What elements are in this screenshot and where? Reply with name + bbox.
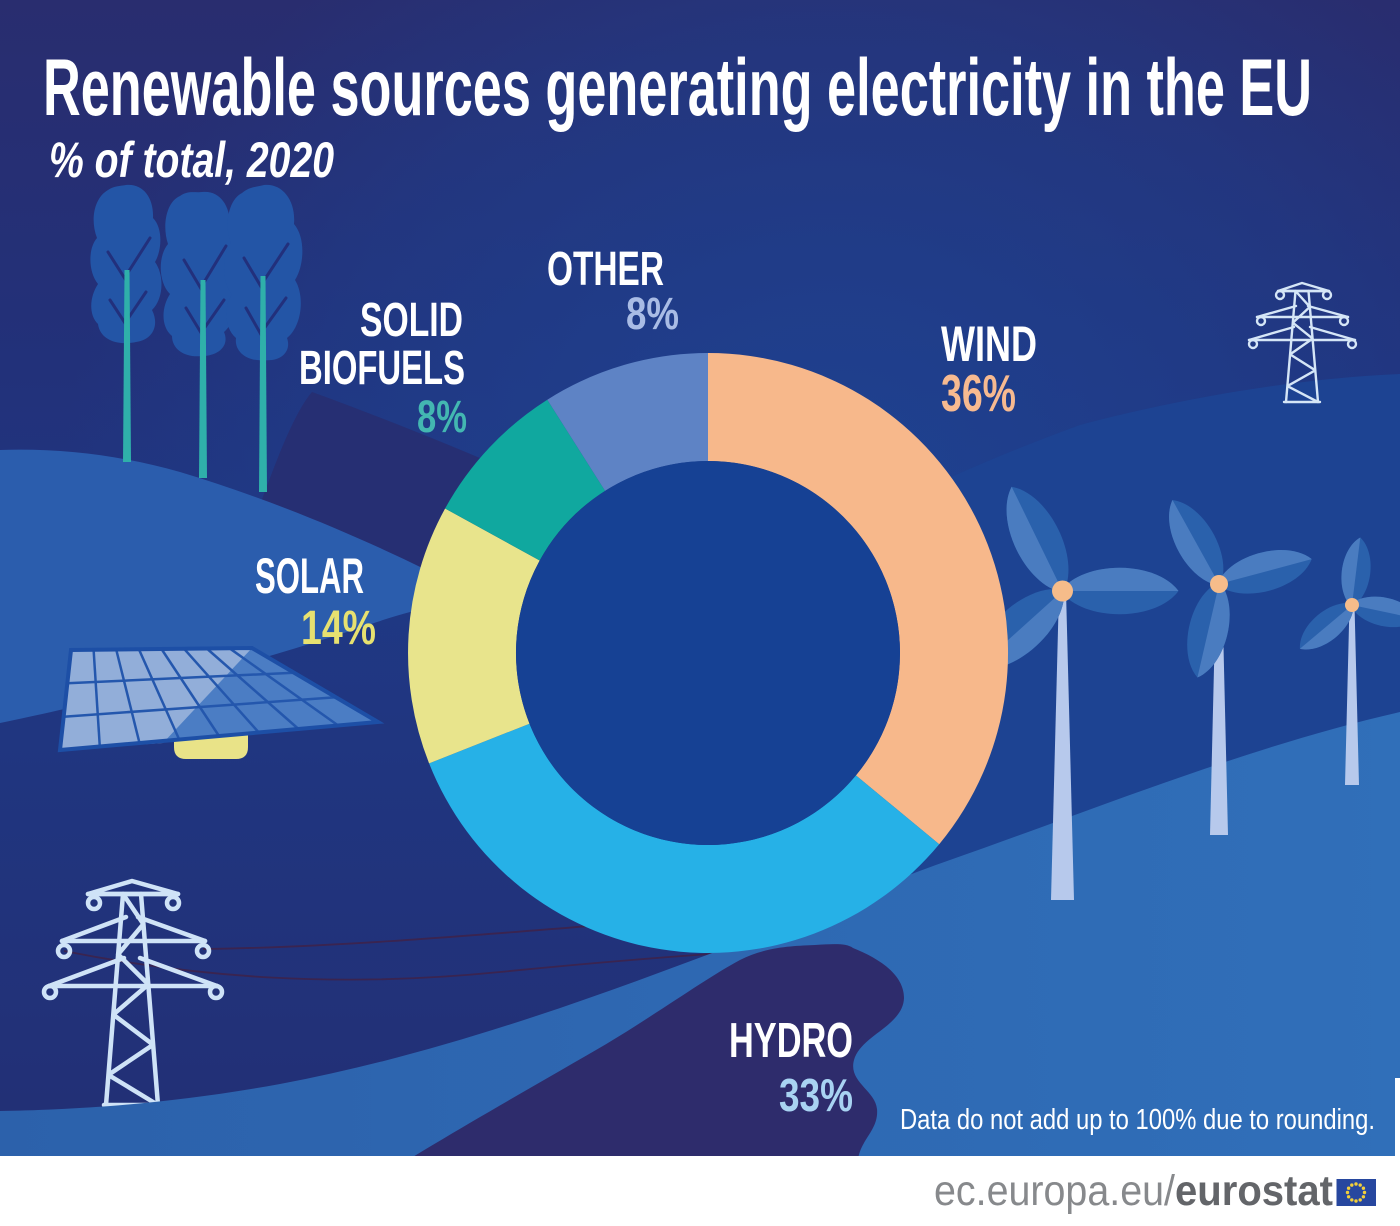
svg-text:HYDRO: HYDRO <box>729 1014 853 1068</box>
svg-text:eurostat: eurostat <box>1175 1167 1333 1215</box>
svg-text:33%: 33% <box>779 1069 853 1121</box>
svg-text:8%: 8% <box>626 288 679 339</box>
svg-text:Data do not add up to 100% due: Data do not add up to 100% due to roundi… <box>900 1104 1375 1136</box>
svg-text:36%: 36% <box>941 365 1016 423</box>
svg-text:% of total, 2020: % of total, 2020 <box>49 132 334 188</box>
svg-text:SOLID: SOLID <box>360 294 463 347</box>
svg-text:OTHER: OTHER <box>547 243 664 296</box>
svg-text:ec.europa.eu/: ec.europa.eu/ <box>934 1167 1175 1215</box>
svg-text:SOLAR: SOLAR <box>255 548 364 604</box>
svg-text:Renewable sources generating e: Renewable sources generating electricity… <box>43 43 1312 133</box>
svg-text:8%: 8% <box>417 391 467 442</box>
svg-text:BIOFUELS: BIOFUELS <box>299 342 465 395</box>
svg-text:14%: 14% <box>301 602 376 655</box>
svg-text:WIND: WIND <box>941 316 1037 372</box>
